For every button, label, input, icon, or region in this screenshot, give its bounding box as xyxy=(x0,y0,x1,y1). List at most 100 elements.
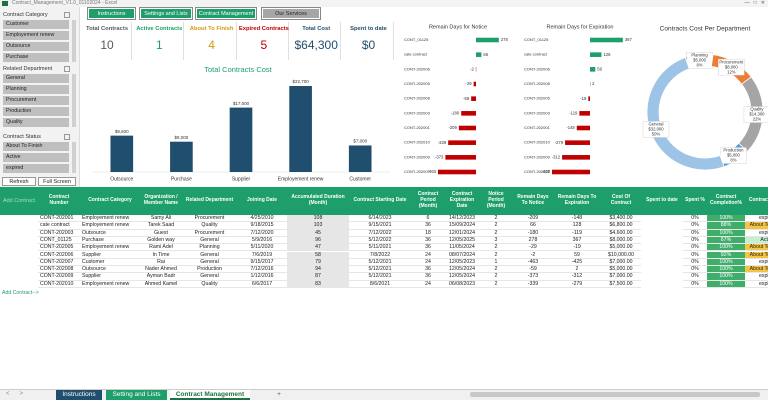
kpi-card xyxy=(343,22,394,60)
slicer-item[interactable]: Employement renew xyxy=(3,31,69,40)
table-header-cell: Spent to date xyxy=(646,197,678,204)
table-cell: 5/12/2021 xyxy=(349,273,411,281)
bar xyxy=(445,155,476,160)
sheet-tab[interactable]: + xyxy=(277,391,281,398)
slicer-item[interactable]: Purchase xyxy=(3,53,69,62)
table-cell: 2 xyxy=(479,222,513,230)
slicer-filter-icon[interactable] xyxy=(64,134,70,140)
table-cell: 278 xyxy=(513,236,553,245)
table-cell: General xyxy=(182,258,237,267)
table-cell: 7/12/2022 xyxy=(349,229,411,237)
table-header-cell: Contract Status xyxy=(748,197,768,204)
table-cell: 3 xyxy=(479,236,513,245)
add-contract-cell[interactable]: Add Contract xyxy=(2,198,36,204)
slicer-filter-icon[interactable] xyxy=(64,12,70,18)
kpi-card xyxy=(134,22,185,60)
slicer-item[interactable]: Outsource xyxy=(3,42,69,51)
slice-label: 50% xyxy=(652,132,661,137)
table-cell: 6/14/2023 xyxy=(349,215,411,223)
table-cell: $5,000.00 xyxy=(601,244,641,252)
horizontal-scrollbar[interactable] xyxy=(470,392,760,397)
panel-button[interactable]: Full Screen xyxy=(38,177,76,186)
table-cell: 79 xyxy=(287,258,349,267)
pie-slice xyxy=(684,53,714,70)
bar xyxy=(565,140,590,145)
nav-button[interactable]: Contract Management xyxy=(196,8,256,19)
table-cell: expired xyxy=(745,258,768,267)
slicer-item[interactable]: Customer xyxy=(3,20,69,29)
kpi-value: $64,300 xyxy=(294,38,338,52)
slicer-item[interactable]: Active xyxy=(3,153,69,162)
table-cell: $7,500.00 xyxy=(601,280,641,288)
slicer-filter-icon[interactable] xyxy=(64,66,70,72)
table-cell: 0% xyxy=(683,229,707,237)
slicer-item[interactable]: About To Finish xyxy=(3,142,69,151)
slicer-item[interactable]: Planning xyxy=(3,85,69,94)
table-cell: 88% xyxy=(707,222,745,230)
table-cell: Outsource xyxy=(80,266,140,274)
table-cell: -2 xyxy=(513,251,553,259)
bar-value-label: $17,000 xyxy=(233,101,250,106)
table-cell: 0% xyxy=(683,251,707,259)
table-cell: 1/12/2016 xyxy=(237,273,287,281)
bar xyxy=(473,81,476,87)
table-cell: 1 xyxy=(479,258,513,267)
table-cell: Ayman Badr xyxy=(140,273,182,281)
table-cell: 2 xyxy=(479,244,513,252)
slice-label-box xyxy=(686,52,713,69)
y-tick-label: CONT-202001 xyxy=(404,125,431,130)
table-cell: 128 xyxy=(553,222,601,230)
table-cell: 9/15/2017 xyxy=(237,258,287,267)
table-header-cell: Contract Period (Month) xyxy=(417,191,439,209)
slicer-item[interactable]: General xyxy=(3,74,69,83)
slice-label: $5,000 xyxy=(727,153,740,158)
table-cell: Active xyxy=(745,236,768,245)
nav-button[interactable]: Our Services xyxy=(262,8,320,19)
bar-value-label: -59 xyxy=(463,96,470,101)
bar xyxy=(229,107,253,172)
nav-button[interactable]: Instructions xyxy=(88,8,135,19)
slicer-item[interactable]: Production xyxy=(3,107,69,116)
y-tick-label: CONT-202010 xyxy=(404,140,431,145)
sheet-tab[interactable]: Instructions xyxy=(56,390,102,400)
slice-label: Quality xyxy=(750,107,764,112)
kpi-label: Total Cost xyxy=(302,26,331,32)
table-cell: 08/07/2024 xyxy=(445,251,479,259)
sheet-tab[interactable]: Setting and Lists xyxy=(106,390,167,400)
slicer-item[interactable]: Quality xyxy=(3,118,69,127)
tab-scroll-arrows[interactable]: < > xyxy=(6,391,24,397)
slice-label: $8,000 xyxy=(725,64,738,69)
slicer-scrollbar xyxy=(72,142,76,173)
table-cell: 6 xyxy=(411,215,445,223)
slicer-item[interactable]: Procurement xyxy=(3,96,69,105)
table-header-cell: Related Department xyxy=(185,197,234,204)
bar-value-label: -312 xyxy=(552,154,561,159)
kpi-label: Total Contracts xyxy=(85,26,129,32)
bar-value-label: -373 xyxy=(435,154,444,159)
table-cell: CONT-202001 xyxy=(38,215,80,223)
chart-title: Total Contracts Cost xyxy=(204,65,272,74)
kpi-value: 5 xyxy=(260,38,268,52)
sheet-tab[interactable]: Contract Management xyxy=(170,390,250,400)
nav-button[interactable]: Settings and Lists xyxy=(140,8,192,19)
table-cell: -148 xyxy=(553,215,601,223)
window-controls[interactable]: — □ ✕ xyxy=(744,0,765,6)
table-cell: 100% xyxy=(707,266,745,274)
y-tick-label: CONT_01125 xyxy=(524,37,549,42)
add-contract-link[interactable]: Add Contract--> xyxy=(2,290,39,296)
table-cell: -373 xyxy=(513,273,553,281)
table-cell: Procurement xyxy=(182,229,237,237)
bar-value-label: -19 xyxy=(580,96,587,101)
table-cell: 12/01/2024 xyxy=(445,229,479,237)
bar xyxy=(471,96,476,101)
slicer-item[interactable]: expired xyxy=(3,164,69,173)
bar-value-label: -279 xyxy=(555,140,564,145)
slice-label: Procurement xyxy=(719,59,744,64)
table-cell: cate contract xyxy=(38,222,80,230)
bar xyxy=(458,125,476,131)
table-cell: 24 xyxy=(411,280,445,288)
panel-button[interactable]: Refresh xyxy=(2,177,36,186)
bar-value-label: -148 xyxy=(566,125,575,130)
table-cell: 367 xyxy=(553,236,601,245)
table-cell: Quality xyxy=(182,280,237,288)
